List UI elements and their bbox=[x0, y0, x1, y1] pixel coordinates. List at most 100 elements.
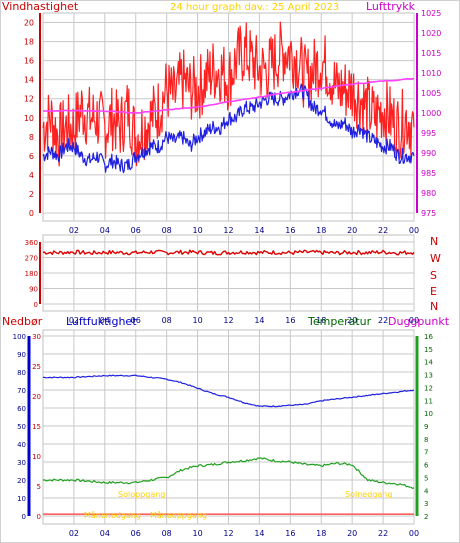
label-precipitation: Nedbør bbox=[2, 315, 43, 328]
x-tick-label: 10 bbox=[192, 529, 202, 538]
x-tick-label: 16 bbox=[285, 226, 295, 235]
x-tick-label: 00 bbox=[409, 316, 419, 325]
y-tick-label-pressure: 995 bbox=[421, 129, 436, 138]
y-tick-label-humidity: 20 bbox=[32, 393, 41, 401]
y-tick-label-precip: 30 bbox=[17, 459, 26, 467]
annotation-moonrise: Måneoppgang bbox=[150, 510, 207, 520]
y-tick-label-precip: 70 bbox=[17, 387, 26, 395]
label-wind-speed: Vindhastighet bbox=[2, 0, 79, 13]
y-tick-label-temperature: 12 bbox=[424, 384, 433, 392]
y-tick-label-pressure: 990 bbox=[421, 149, 436, 158]
y-tick-label-temperature: 9 bbox=[424, 423, 428, 431]
x-tick-label: 10 bbox=[192, 226, 202, 235]
y-tick-label-wind: 2 bbox=[29, 190, 34, 199]
label-pressure: Lufttrykk bbox=[366, 0, 416, 13]
x-tick-label: 04 bbox=[100, 529, 110, 538]
y-tick-label-pressure: 985 bbox=[421, 169, 436, 178]
y-tick-label-wind: 10 bbox=[24, 114, 34, 123]
compass-label: W bbox=[430, 252, 441, 265]
y-tick-label-temperature: 11 bbox=[424, 397, 433, 405]
x-tick-label: 16 bbox=[285, 529, 295, 538]
series-temperature-line bbox=[42, 457, 415, 489]
series-layer bbox=[42, 21, 415, 516]
x-tick-label: 18 bbox=[316, 316, 326, 325]
x-tick-label: 00 bbox=[409, 529, 419, 538]
y-tick-label-pressure: 1020 bbox=[421, 29, 441, 38]
y-tick-label-temperature: 4 bbox=[424, 487, 429, 495]
y-tick-label-wind: 0 bbox=[29, 209, 34, 218]
y-tick-label-wind: 6 bbox=[29, 152, 34, 161]
x-tick-label: 14 bbox=[254, 529, 264, 538]
x-tick-label: 00 bbox=[409, 226, 419, 235]
y-tick-label-wind: 12 bbox=[24, 95, 34, 104]
x-tick-label: 18 bbox=[316, 529, 326, 538]
y-tick-label-precip: 90 bbox=[17, 351, 26, 359]
compass-label: N bbox=[430, 300, 438, 313]
series-wind-direction-line bbox=[42, 249, 415, 256]
series-wind-speed-line bbox=[42, 83, 415, 174]
y-tick-label-precip: 20 bbox=[17, 477, 26, 485]
x-tick-label: 10 bbox=[192, 316, 202, 325]
y-tick-label-humidity: 5 bbox=[37, 483, 41, 491]
y-tick-label-temperature: 14 bbox=[424, 359, 433, 367]
y-tick-label-pressure: 1010 bbox=[421, 69, 441, 78]
y-tick-label-direction: 180 bbox=[25, 270, 38, 278]
series-pressure-line bbox=[42, 77, 415, 114]
x-tick-label: 22 bbox=[378, 316, 388, 325]
y-tick-label-humidity: 25 bbox=[32, 363, 41, 371]
y-tick-label-pressure: 1015 bbox=[421, 49, 441, 58]
y-tick-label-wind: 18 bbox=[24, 38, 34, 47]
x-tick-label: 14 bbox=[254, 316, 264, 325]
y-tick-label-pressure: 1025 bbox=[421, 9, 441, 18]
x-tick-label: 08 bbox=[162, 316, 172, 325]
x-tick-label: 16 bbox=[285, 316, 295, 325]
y-tick-label-precip: 10 bbox=[17, 495, 26, 503]
x-tick-label: 14 bbox=[254, 226, 264, 235]
y-tick-label-temperature: 15 bbox=[424, 346, 433, 354]
y-tick-label-humidity: 0 bbox=[37, 513, 41, 521]
y-tick-label-wind: 14 bbox=[24, 76, 34, 85]
x-tick-label: 02 bbox=[69, 529, 79, 538]
y-tick-label-precip: 40 bbox=[17, 441, 26, 449]
x-tick-label: 20 bbox=[347, 316, 357, 325]
x-tick-label: 18 bbox=[316, 226, 326, 235]
x-tick-label: 08 bbox=[162, 226, 172, 235]
chart-title: 24 hour graph dav.: 25 April 2023 bbox=[170, 2, 339, 13]
x-tick-label: 22 bbox=[378, 226, 388, 235]
series-humidity-line bbox=[42, 374, 415, 408]
compass-label: E bbox=[430, 285, 437, 298]
y-tick-label-direction: 90 bbox=[29, 286, 38, 294]
x-tick-label: 02 bbox=[69, 316, 79, 325]
y-tick-label-temperature: 13 bbox=[424, 372, 433, 380]
y-tick-label-pressure: 980 bbox=[421, 189, 436, 198]
y-tick-label-temperature: 3 bbox=[424, 500, 428, 508]
y-tick-label-temperature: 8 bbox=[424, 436, 428, 444]
y-tick-label-precip: 0 bbox=[22, 513, 26, 521]
y-tick-label-temperature: 10 bbox=[424, 410, 433, 418]
label-dewpoint: Duggpunkt bbox=[388, 315, 450, 328]
annotation-moonset: Månenedgang bbox=[84, 510, 141, 520]
y-tick-label-humidity: 15 bbox=[32, 423, 41, 431]
y-tick-label-wind: 4 bbox=[29, 171, 34, 180]
y-tick-label-humidity: 30 bbox=[32, 333, 41, 341]
y-tick-label-temperature: 2 bbox=[424, 513, 428, 521]
x-tick-label: 12 bbox=[223, 226, 233, 235]
x-tick-label: 20 bbox=[347, 529, 357, 538]
y-tick-label-precip: 100 bbox=[13, 333, 26, 341]
x-tick-label: 06 bbox=[131, 316, 141, 325]
x-tick-label: 06 bbox=[131, 529, 141, 538]
annotation-sunset: Solnedgang bbox=[345, 490, 392, 499]
y-tick-label-temperature: 16 bbox=[424, 333, 433, 341]
y-tick-label-pressure: 975 bbox=[421, 209, 436, 218]
x-tick-label: 12 bbox=[223, 316, 233, 325]
compass-label: S bbox=[430, 269, 437, 282]
annotation-sunrise: Soloppgang bbox=[118, 490, 165, 499]
x-tick-label: 06 bbox=[131, 226, 141, 235]
y-tick-label-precip: 80 bbox=[17, 369, 26, 377]
y-tick-label-pressure: 1005 bbox=[421, 89, 441, 98]
x-tick-label: 20 bbox=[347, 226, 357, 235]
compass-label: N bbox=[430, 235, 438, 248]
